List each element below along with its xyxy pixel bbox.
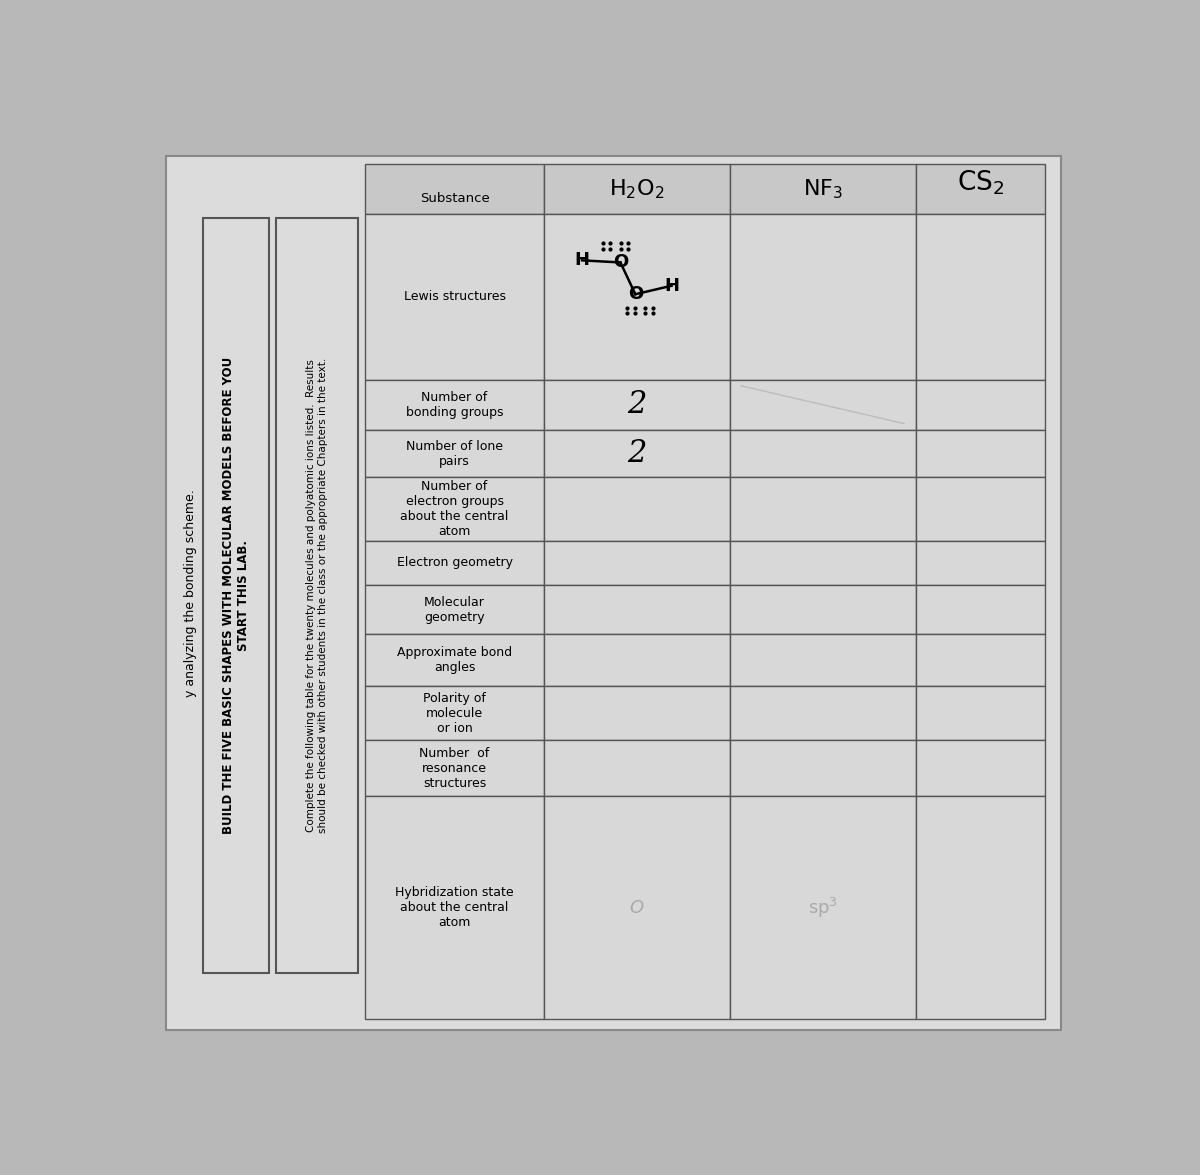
Bar: [730, 686, 916, 740]
Text: $\mathrm{H_2O_2}$: $\mathrm{H_2O_2}$: [608, 177, 665, 201]
Bar: [544, 740, 730, 797]
Text: Number  of
resonance
structures: Number of resonance structures: [420, 746, 490, 790]
Bar: [544, 686, 730, 740]
Bar: [730, 430, 916, 477]
Text: Approximate bond
angles: Approximate bond angles: [397, 646, 512, 674]
Bar: [544, 380, 730, 430]
Bar: [730, 797, 916, 1019]
Bar: [366, 477, 544, 540]
Bar: [544, 430, 730, 477]
Bar: [366, 165, 544, 214]
Bar: [730, 740, 916, 797]
Text: 2: 2: [628, 438, 647, 469]
Bar: [916, 430, 1045, 477]
Text: Number of
electron groups
about the central
atom: Number of electron groups about the cent…: [401, 481, 509, 538]
Text: Electron geometry: Electron geometry: [396, 557, 512, 570]
Text: O: O: [613, 254, 628, 271]
Text: Lewis structures: Lewis structures: [403, 290, 505, 303]
Bar: [366, 214, 544, 380]
Bar: [916, 214, 1045, 380]
Text: Number of lone
pairs: Number of lone pairs: [406, 439, 503, 468]
Text: Number of
bonding groups: Number of bonding groups: [406, 391, 503, 418]
Text: Substance: Substance: [420, 192, 490, 204]
Text: Hybridization state
about the central
atom: Hybridization state about the central at…: [395, 886, 514, 929]
Bar: [544, 214, 730, 380]
Bar: [544, 797, 730, 1019]
Bar: [366, 380, 544, 430]
Bar: [544, 585, 730, 633]
Bar: [916, 165, 1045, 214]
Text: Molecular
geometry: Molecular geometry: [424, 596, 485, 624]
Bar: [916, 540, 1045, 585]
Bar: [544, 477, 730, 540]
Bar: [730, 585, 916, 633]
Bar: [916, 477, 1045, 540]
Bar: [203, 219, 269, 973]
Text: Complete the following table for the twenty molecules and polyatomic ions listed: Complete the following table for the twe…: [306, 357, 328, 833]
Bar: [730, 540, 916, 585]
Bar: [730, 380, 916, 430]
Bar: [916, 740, 1045, 797]
Bar: [366, 686, 544, 740]
Bar: [916, 633, 1045, 686]
Text: 2: 2: [628, 389, 647, 421]
Text: $\mathrm{CS_2}$: $\mathrm{CS_2}$: [956, 169, 1004, 197]
Bar: [366, 633, 544, 686]
Bar: [916, 686, 1045, 740]
Bar: [916, 585, 1045, 633]
Bar: [916, 380, 1045, 430]
Text: H: H: [664, 277, 679, 295]
Bar: [276, 219, 358, 973]
Bar: [730, 214, 916, 380]
Bar: [366, 797, 544, 1019]
Text: y analyzing the bonding scheme.: y analyzing the bonding scheme.: [184, 489, 197, 697]
Bar: [730, 633, 916, 686]
Text: O: O: [630, 899, 643, 916]
Text: $\mathrm{NF_3}$: $\mathrm{NF_3}$: [803, 177, 842, 201]
Bar: [544, 540, 730, 585]
Bar: [544, 165, 730, 214]
Bar: [366, 540, 544, 585]
Text: BUILD THE FIVE BASIC SHAPES WITH MOLECULAR MODELS BEFORE YOU
START THIS LAB.: BUILD THE FIVE BASIC SHAPES WITH MOLECUL…: [222, 357, 250, 834]
Text: $\mathregular{sp^3}$: $\mathregular{sp^3}$: [808, 895, 838, 920]
Text: Polarity of
molecule
or ion: Polarity of molecule or ion: [424, 692, 486, 734]
Bar: [544, 633, 730, 686]
Text: H: H: [575, 251, 589, 269]
Bar: [730, 477, 916, 540]
Bar: [916, 797, 1045, 1019]
Text: O: O: [628, 286, 643, 303]
Bar: [366, 585, 544, 633]
Bar: [730, 165, 916, 214]
Bar: [366, 740, 544, 797]
Bar: [366, 430, 544, 477]
